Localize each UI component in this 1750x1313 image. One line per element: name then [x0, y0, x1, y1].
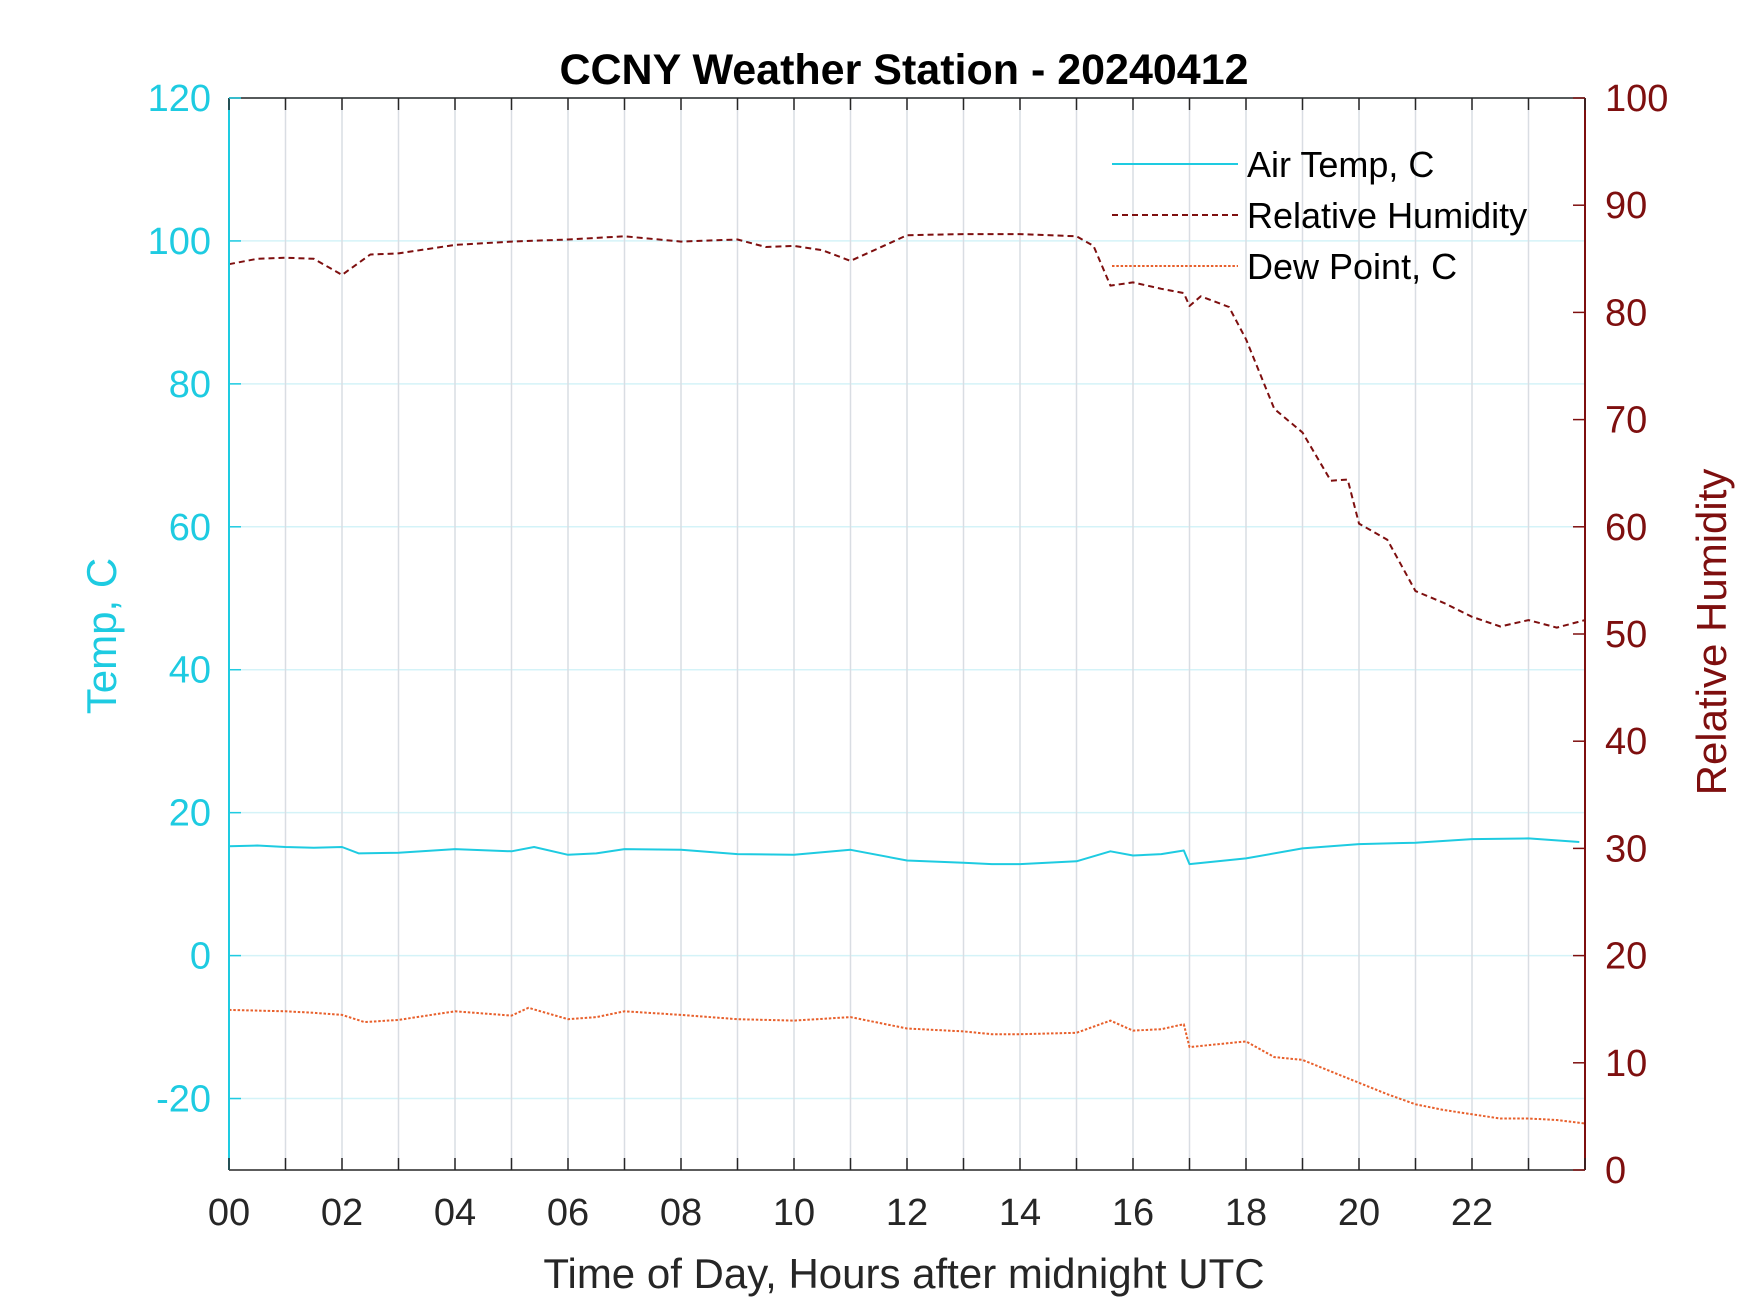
y-tick-label-right: 70	[1605, 400, 1647, 442]
y-tick-label-left: 40	[169, 650, 211, 692]
y-tick-label-left: 100	[148, 221, 211, 263]
grid	[229, 97, 1585, 1170]
legend-label: Air Temp, C	[1247, 144, 1434, 185]
x-tick-label: 02	[321, 1192, 363, 1234]
x-axis-label: Time of Day, Hours after midnight UTC	[543, 1250, 1264, 1297]
y-tick-label-right: 0	[1605, 1150, 1626, 1192]
x-tick-label: 16	[1112, 1192, 1154, 1234]
y-tick-label-left: 120	[148, 78, 211, 120]
y-tick-label-left: 60	[169, 507, 211, 549]
legend-label: Dew Point, C	[1247, 246, 1457, 287]
y-tick-label-right: 20	[1605, 936, 1647, 978]
y-tick-label-right: 10	[1605, 1043, 1647, 1085]
x-tick-label: 04	[434, 1192, 476, 1234]
y-tick-label-right: 60	[1605, 507, 1647, 549]
x-tick-label: 12	[886, 1192, 928, 1234]
y-axis-label-right: Relative Humidity	[1688, 469, 1735, 796]
x-tick-label: 18	[1225, 1192, 1267, 1234]
y-tick-label-right: 50	[1605, 614, 1647, 656]
legend-label: Relative Humidity	[1247, 195, 1527, 236]
x-tick-label: 22	[1451, 1192, 1493, 1234]
y-tick-label-right: 80	[1605, 292, 1647, 334]
x-tick-label: 08	[660, 1192, 702, 1234]
y-tick-label-right: 90	[1605, 185, 1647, 227]
y-tick-label-right: 30	[1605, 828, 1647, 870]
legend: Air Temp, C Relative Humidity Dew Point, C	[1112, 144, 1527, 287]
x-tick-label: 14	[999, 1192, 1041, 1234]
x-tick-label: 00	[208, 1192, 250, 1234]
y-tick-label-left: 20	[169, 793, 211, 835]
x-tick-label: 20	[1338, 1192, 1380, 1234]
series-line	[228, 1006, 1586, 1125]
y-tick-label-left: -20	[156, 1079, 211, 1121]
series-lines	[228, 233, 1586, 1125]
y-tick-label-right: 40	[1605, 721, 1647, 763]
y-tick-label-left: 0	[190, 936, 211, 978]
series-line	[228, 837, 1580, 866]
y-tick-label-right: 100	[1605, 78, 1668, 120]
x-tick-label: 06	[547, 1192, 589, 1234]
y-tick-label-left: 80	[169, 364, 211, 406]
chart-title: CCNY Weather Station - 20240412	[559, 46, 1248, 94]
x-tick-label: 10	[773, 1192, 815, 1234]
y-axis-label-left: Temp, C	[78, 558, 125, 714]
axes: 00 02 04 06 08 10 12 14 16 18 20 22-200204060801001…	[148, 78, 1669, 1234]
